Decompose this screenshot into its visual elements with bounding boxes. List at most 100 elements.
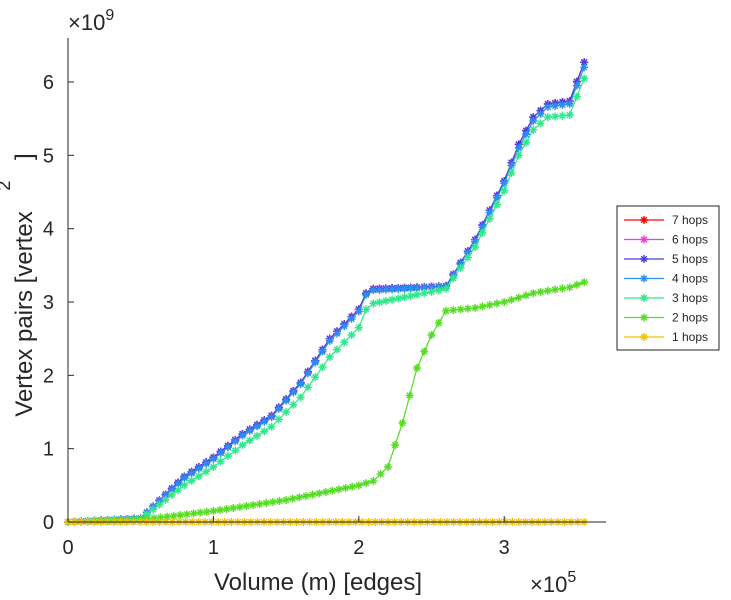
data-point bbox=[471, 243, 480, 251]
data-point bbox=[216, 449, 225, 458]
data-point bbox=[412, 284, 421, 293]
data-point bbox=[216, 506, 225, 514]
x-tick-label-2: 2 bbox=[353, 537, 364, 559]
data-point bbox=[362, 479, 371, 488]
legend-item-5-hops: 5 hops bbox=[624, 252, 708, 266]
data-point bbox=[194, 472, 203, 481]
data-point bbox=[354, 307, 363, 316]
data-point bbox=[223, 452, 232, 460]
data-point bbox=[167, 490, 176, 499]
x-exponent-base: ×10 bbox=[530, 572, 567, 597]
data-point bbox=[449, 306, 458, 315]
data-point bbox=[536, 109, 545, 118]
data-point bbox=[580, 58, 589, 67]
data-point bbox=[427, 283, 436, 292]
data-point bbox=[253, 422, 262, 431]
legend-label: 5 hops bbox=[672, 252, 708, 266]
data-point bbox=[442, 306, 451, 315]
series-7-hops bbox=[64, 58, 589, 526]
data-point bbox=[274, 404, 283, 413]
data-point bbox=[522, 291, 531, 300]
data-point bbox=[216, 457, 225, 466]
data-point bbox=[260, 417, 269, 426]
series-2-hops bbox=[64, 278, 589, 526]
data-point bbox=[155, 500, 164, 509]
data-point bbox=[180, 481, 189, 490]
data-point bbox=[420, 289, 429, 298]
data-point bbox=[318, 347, 327, 356]
x-tick-label-3: 3 bbox=[499, 537, 510, 559]
data-point bbox=[308, 490, 317, 499]
data-point bbox=[522, 130, 531, 139]
data-point bbox=[471, 303, 480, 312]
data-point bbox=[296, 380, 305, 389]
data-point bbox=[282, 496, 291, 504]
data-point bbox=[434, 318, 443, 327]
data-point bbox=[391, 441, 400, 449]
data-point bbox=[130, 516, 139, 524]
legend-swatch-marker bbox=[640, 294, 648, 302]
y-exponent-base: ×10 bbox=[68, 10, 105, 35]
data-point bbox=[289, 388, 298, 397]
data-point bbox=[187, 469, 196, 478]
data-point bbox=[362, 305, 371, 314]
data-point bbox=[354, 323, 363, 332]
data-point bbox=[536, 287, 545, 296]
data-point bbox=[514, 151, 523, 160]
data-point bbox=[580, 278, 589, 287]
data-point bbox=[196, 508, 205, 517]
legend-item-4-hops: 4 hops bbox=[624, 272, 708, 286]
data-point bbox=[572, 92, 581, 101]
data-point bbox=[463, 253, 472, 262]
data-point bbox=[400, 293, 409, 302]
data-point bbox=[449, 274, 458, 283]
legend-swatch-marker bbox=[640, 313, 648, 322]
data-point bbox=[222, 505, 231, 513]
data-point bbox=[394, 294, 403, 303]
data-point bbox=[340, 322, 349, 331]
data-point bbox=[572, 77, 581, 86]
data-point bbox=[412, 290, 421, 299]
data-point bbox=[369, 299, 378, 308]
svg-text:Vertex pairs [vertex 2: Vertex pairs [vertex 2 ] bbox=[0, 153, 38, 416]
data-point bbox=[514, 293, 523, 302]
data-point bbox=[347, 314, 356, 323]
data-point bbox=[142, 510, 151, 519]
legend: 7 hops 6 hops 5 hops 4 hops 3 hops 2 hops 1 ho… bbox=[616, 205, 720, 351]
data-point bbox=[478, 228, 487, 237]
data-point bbox=[456, 305, 465, 314]
y-exponent-label: ×109 bbox=[68, 7, 114, 35]
data-point bbox=[507, 161, 516, 170]
data-point bbox=[529, 116, 538, 125]
data-point bbox=[551, 101, 560, 110]
data-point bbox=[551, 112, 560, 121]
data-point bbox=[209, 507, 218, 515]
data-point bbox=[442, 284, 451, 293]
series-5-hops bbox=[64, 58, 589, 526]
series-line-1 bbox=[67, 61, 585, 523]
data-point bbox=[492, 193, 501, 202]
data-point bbox=[536, 119, 545, 128]
legend-item-1-hops: 1 hops bbox=[624, 330, 708, 344]
data-point bbox=[420, 347, 429, 356]
data-point bbox=[169, 511, 178, 520]
data-point bbox=[235, 503, 244, 511]
data-point bbox=[500, 186, 509, 195]
data-point bbox=[174, 479, 183, 488]
data-point bbox=[543, 102, 552, 111]
y-exponent-power: 9 bbox=[105, 7, 114, 24]
data-point bbox=[136, 515, 145, 524]
data-point bbox=[543, 113, 552, 122]
data-point bbox=[296, 393, 305, 402]
data-point bbox=[572, 81, 581, 90]
data-point bbox=[394, 285, 403, 294]
y-axis-title-main: Vertex pairs [vertex bbox=[11, 211, 38, 416]
data-point bbox=[262, 499, 271, 507]
legend-label: 6 hops bbox=[672, 233, 708, 247]
data-point bbox=[485, 214, 494, 223]
series-line-2 bbox=[67, 61, 585, 523]
data-point bbox=[514, 144, 523, 152]
data-point bbox=[275, 497, 284, 505]
data-point bbox=[529, 289, 538, 298]
x-axis-title: Volume (m) [edges] bbox=[214, 569, 422, 596]
